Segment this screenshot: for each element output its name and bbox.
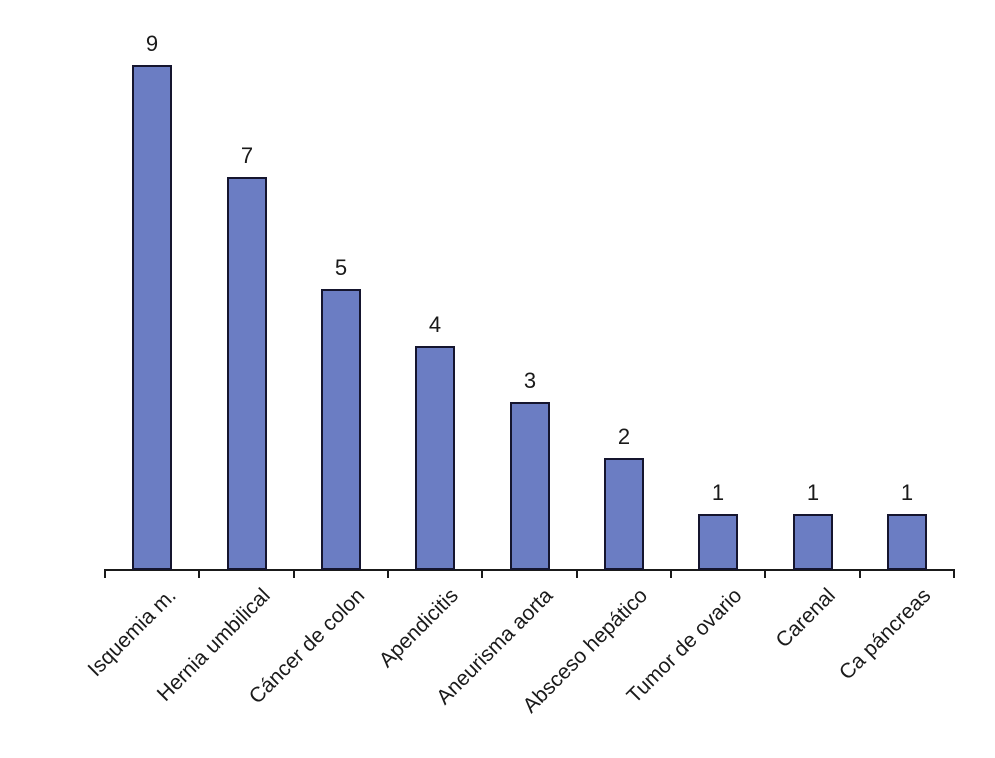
bar-value-label: 7 — [240, 143, 254, 168]
bar-value-label: 3 — [523, 368, 537, 393]
bar-value-label: 1 — [806, 480, 820, 505]
bar — [604, 458, 644, 570]
x-axis-tick — [387, 570, 389, 578]
bar-value-label: 1 — [900, 480, 914, 505]
x-axis-category-label: Carenal — [771, 584, 841, 653]
bar — [132, 65, 172, 570]
x-axis-tick — [576, 570, 578, 578]
x-axis-tick — [859, 570, 861, 578]
bar — [227, 177, 267, 570]
bar — [415, 346, 455, 570]
x-axis-category-label: Apendicitis — [375, 584, 464, 673]
x-axis-tick — [293, 570, 295, 578]
bar — [698, 514, 738, 570]
x-axis-category-label: Ca páncreas — [834, 584, 936, 685]
bar-value-label: 9 — [145, 31, 159, 56]
x-axis-tick — [764, 570, 766, 578]
x-axis-line — [104, 569, 955, 571]
bar-value-label: 5 — [334, 255, 348, 280]
bar — [793, 514, 833, 570]
bar — [321, 289, 361, 570]
bar-value-label: 4 — [428, 312, 442, 337]
x-axis-tick — [481, 570, 483, 578]
bar-value-label: 2 — [617, 424, 631, 449]
bar-value-label: 1 — [711, 480, 725, 505]
x-axis-tick — [104, 570, 106, 578]
x-axis-tick — [953, 570, 955, 578]
x-axis-category-label: Isquemia m. — [83, 584, 181, 682]
x-axis-tick — [198, 570, 200, 578]
bar — [887, 514, 927, 570]
bar — [510, 402, 550, 570]
x-axis-tick — [670, 570, 672, 578]
